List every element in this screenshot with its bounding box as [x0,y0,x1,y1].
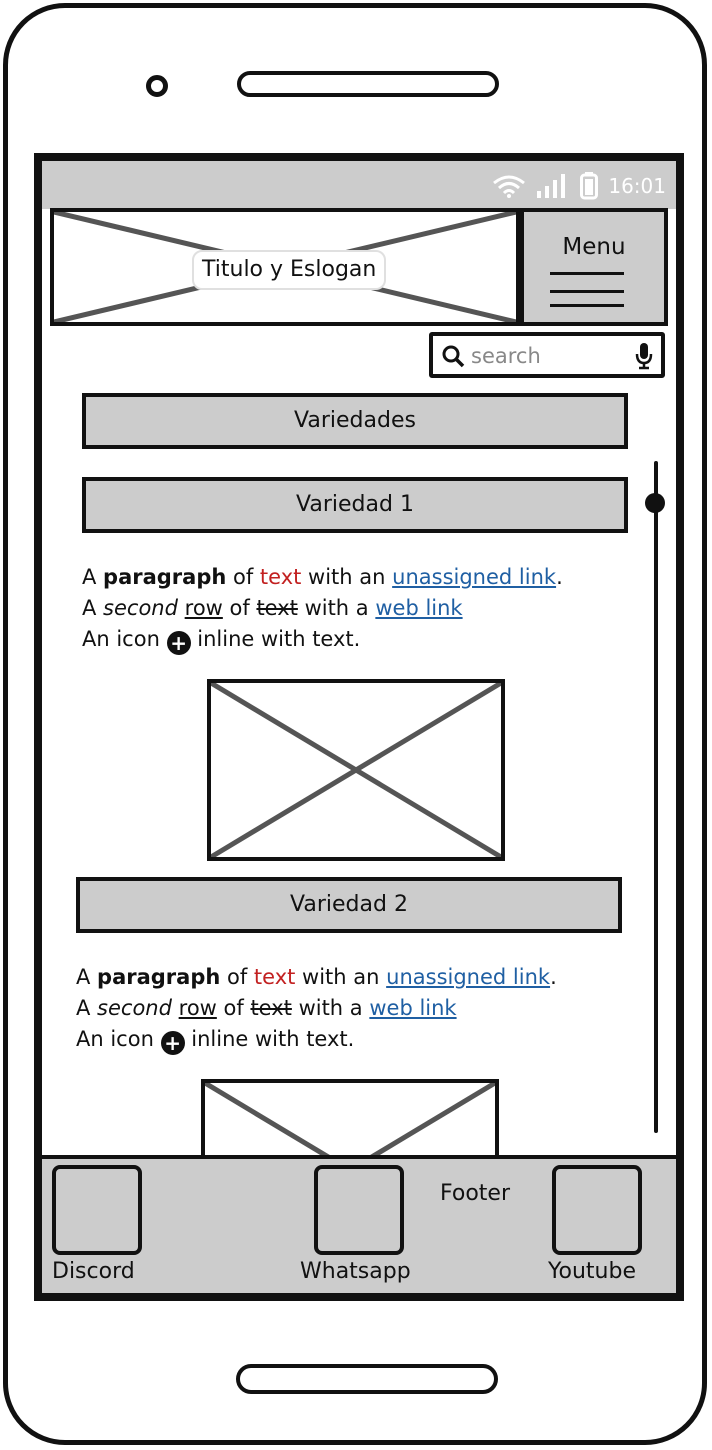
web-link[interactable]: web link [369,996,457,1020]
hamburger-icon [550,272,624,275]
hamburger-icon-line [550,304,624,307]
search-bar[interactable] [429,332,665,378]
variety-1-image [207,679,505,861]
menu-button[interactable]: Menu [520,208,668,326]
paragraph-line-2: A second row of text with a web link [82,596,463,620]
paragraph-block: A paragraph of text with an unassigned l… [76,962,557,1055]
paragraph-line-1: A paragraph of text with an unassigned l… [82,565,563,589]
battery-icon [580,172,599,200]
footer: Footer Discord Whatsapp Youtube [42,1155,676,1293]
unassigned-link[interactable]: unassigned link [386,965,551,989]
speaker-slot [237,71,499,97]
plus-circle-icon: + [166,631,191,655]
whatsapp-label[interactable]: Whatsapp [300,1259,411,1284]
discord-label[interactable]: Discord [52,1259,135,1284]
signal-icon [537,174,566,198]
discord-icon[interactable] [52,1165,142,1255]
paragraph-line-1: A paragraph of text with an unassigned l… [76,965,557,989]
paragraph-block: A paragraph of text with an unassigned l… [82,562,563,655]
home-button[interactable] [236,1364,498,1394]
plus-circle-icon: + [160,1031,185,1055]
menu-label: Menu [562,234,626,260]
variety-1-header[interactable]: Variedad 1 [82,477,628,533]
site-title: Titulo y Eslogan [192,250,387,290]
microphone-icon[interactable] [635,342,653,370]
status-time: 16:01 [608,174,666,198]
web-link[interactable]: web link [375,596,463,620]
camera-icon [146,75,168,97]
whatsapp-icon[interactable] [314,1165,404,1255]
youtube-label[interactable]: Youtube [548,1259,636,1284]
variety-2-header[interactable]: Variedad 2 [76,877,622,933]
image-placeholder-icon [211,683,501,857]
paragraph-line-3: An icon + inline with text. [82,627,361,655]
search-icon [442,345,465,368]
hamburger-icon-line [550,290,624,293]
varieties-section-header[interactable]: Variedades [82,393,628,449]
scrollbar-track[interactable] [654,461,658,1133]
phone-screen: 16:01 Titulo y Eslogan Menu Variedades V… [34,153,684,1301]
status-bar: 16:01 [42,161,676,209]
paragraph-line-3: An icon + inline with text. [76,1027,355,1055]
scrollbar-thumb[interactable] [645,493,665,513]
paragraph-line-2: A second row of text with a web link [76,996,457,1020]
header-logo-placeholder: Titulo y Eslogan [50,208,520,326]
unassigned-link[interactable]: unassigned link [392,565,557,589]
wifi-icon [493,175,526,198]
footer-label: Footer [440,1181,510,1206]
youtube-icon[interactable] [552,1165,642,1255]
search-input[interactable] [471,341,621,371]
